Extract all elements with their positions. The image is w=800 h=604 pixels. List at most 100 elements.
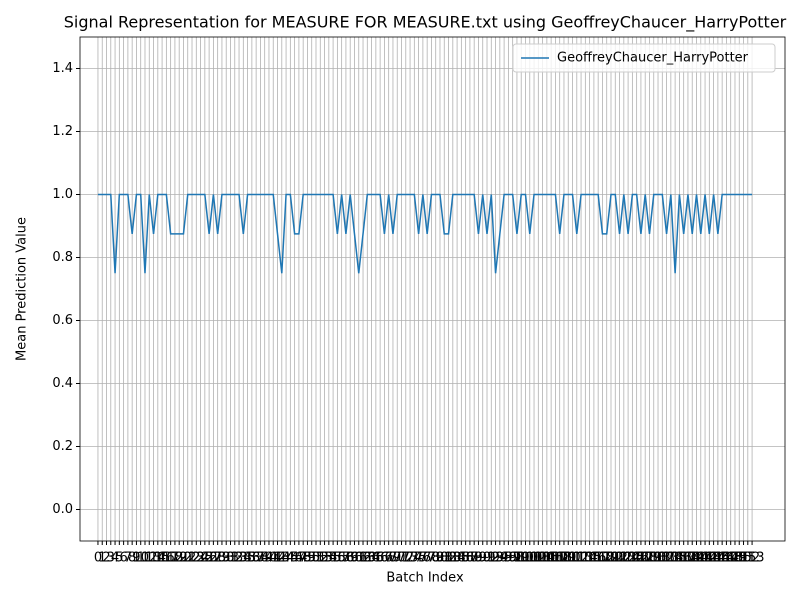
x-tick-label: 59 xyxy=(342,551,359,566)
x-tick-label: 115 xyxy=(577,551,602,566)
x-tick-label: 152 xyxy=(735,551,760,566)
x-tick-label: 110 xyxy=(556,551,581,566)
x-tick-label: 134 xyxy=(658,551,683,566)
x-tick-label: 67 xyxy=(376,551,393,566)
x-tick-label: 135 xyxy=(663,551,688,566)
x-tick-label: 89 xyxy=(470,551,487,566)
x-tick-label: 40 xyxy=(261,551,278,566)
x-tick-label: 39 xyxy=(256,551,273,566)
x-tick-label: 57 xyxy=(333,551,350,566)
x-tick-label: 76 xyxy=(415,551,432,566)
x-tick-label: 8 xyxy=(128,551,136,566)
x-tick-label: 100 xyxy=(513,551,538,566)
y-tick-label: 0.2 xyxy=(52,439,73,454)
x-tick-label: 1 xyxy=(98,551,106,566)
y-axis-label: Mean Prediction Value xyxy=(15,217,30,361)
x-tick-label: 50 xyxy=(303,551,320,566)
x-tick-label: 105 xyxy=(534,551,559,566)
x-tick-label: 80 xyxy=(432,551,449,566)
x-tick-label: 136 xyxy=(667,551,692,566)
x-tick-label: 119 xyxy=(594,551,619,566)
x-tick-label: 0 xyxy=(94,551,102,566)
x-tick-label: 20 xyxy=(175,551,192,566)
x-tick-label: 24 xyxy=(192,551,209,566)
x-tick-label: 122 xyxy=(607,551,632,566)
x-tick-label: 124 xyxy=(616,551,641,566)
x-tick-label: 78 xyxy=(423,551,440,566)
x-tick-label: 69 xyxy=(385,551,402,566)
x-tick-label: 29 xyxy=(214,551,231,566)
x-tick-label: 92 xyxy=(483,551,500,566)
x-tick-label: 104 xyxy=(530,551,555,566)
x-tick-label: 11 xyxy=(137,551,154,566)
x-tick-label: 101 xyxy=(517,551,542,566)
x-tick-label: 109 xyxy=(552,551,577,566)
x-tick-label: 5 xyxy=(115,551,123,566)
x-tick-label: 14 xyxy=(150,551,167,566)
x-tick-label: 93 xyxy=(487,551,504,566)
x-tick-label: 3 xyxy=(107,551,115,566)
x-tick-label: 32 xyxy=(226,551,243,566)
x-tick-label: 127 xyxy=(629,551,654,566)
x-tick-label: 90 xyxy=(474,551,491,566)
x-tick-label: 21 xyxy=(179,551,196,566)
x-tick-label: 53 xyxy=(316,551,333,566)
x-tick-label: 99 xyxy=(513,551,530,566)
x-tick-label: 91 xyxy=(479,551,496,566)
x-tick-label: 49 xyxy=(299,551,316,566)
x-tick-label: 139 xyxy=(680,551,705,566)
x-tick-label: 43 xyxy=(274,551,291,566)
x-tick-label: 23 xyxy=(188,551,205,566)
x-tick-label: 56 xyxy=(329,551,346,566)
y-tick-label: 0.8 xyxy=(52,250,73,265)
x-tick-label: 7 xyxy=(124,551,132,566)
x-tick-label: 145 xyxy=(705,551,730,566)
x-tick-label: 116 xyxy=(581,551,606,566)
x-tick-label: 71 xyxy=(393,551,410,566)
x-tick-label: 42 xyxy=(269,551,286,566)
x-tick-label: 102 xyxy=(522,551,547,566)
legend-label: GeoffreyChaucer_HarryPotter xyxy=(557,51,749,66)
x-tick-label: 33 xyxy=(231,551,248,566)
x-tick-label: 147 xyxy=(714,551,739,566)
x-tick-label: 62 xyxy=(355,551,372,566)
x-tick-label: 114 xyxy=(573,551,598,566)
x-tick-label: 60 xyxy=(346,551,363,566)
x-tick-label: 10 xyxy=(132,551,149,566)
x-tick-label: 65 xyxy=(368,551,385,566)
x-tick-label: 61 xyxy=(350,551,367,566)
x-tick-label: 45 xyxy=(282,551,299,566)
x-tick-label: 28 xyxy=(209,551,226,566)
x-tick-label: 117 xyxy=(586,551,611,566)
x-tick-label: 143 xyxy=(697,551,722,566)
x-tick-label: 36 xyxy=(244,551,261,566)
x-tick-label: 35 xyxy=(239,551,256,566)
x-tick-label: 68 xyxy=(380,551,397,566)
x-tick-label: 52 xyxy=(312,551,329,566)
x-tick-label: 85 xyxy=(453,551,470,566)
legend-box xyxy=(512,43,776,73)
x-tick-label: 44 xyxy=(278,551,295,566)
chart-title: Signal Representation for MEASURE FOR ME… xyxy=(64,13,787,33)
x-tick-label: 125 xyxy=(620,551,645,566)
x-tick-label: 129 xyxy=(637,551,662,566)
y-tick-label: 1.2 xyxy=(52,124,73,139)
x-tick-label: 151 xyxy=(731,551,756,566)
x-tick-label: 47 xyxy=(291,551,308,566)
x-tick-label: 82 xyxy=(440,551,457,566)
x-tick-label: 75 xyxy=(410,551,427,566)
x-tick-label: 123 xyxy=(611,551,636,566)
x-tick-label: 137 xyxy=(671,551,696,566)
x-tick-label: 30 xyxy=(218,551,235,566)
y-tick-label: 1.0 xyxy=(52,187,73,202)
x-tick-label: 121 xyxy=(603,551,628,566)
x-tick-label: 22 xyxy=(184,551,201,566)
x-tick-label: 126 xyxy=(624,551,649,566)
x-tick-label: 87 xyxy=(462,551,479,566)
x-tick-label: 138 xyxy=(676,551,701,566)
x-tick-label: 77 xyxy=(419,551,436,566)
x-tick-label: 131 xyxy=(646,551,671,566)
x-tick-label: 113 xyxy=(569,551,594,566)
